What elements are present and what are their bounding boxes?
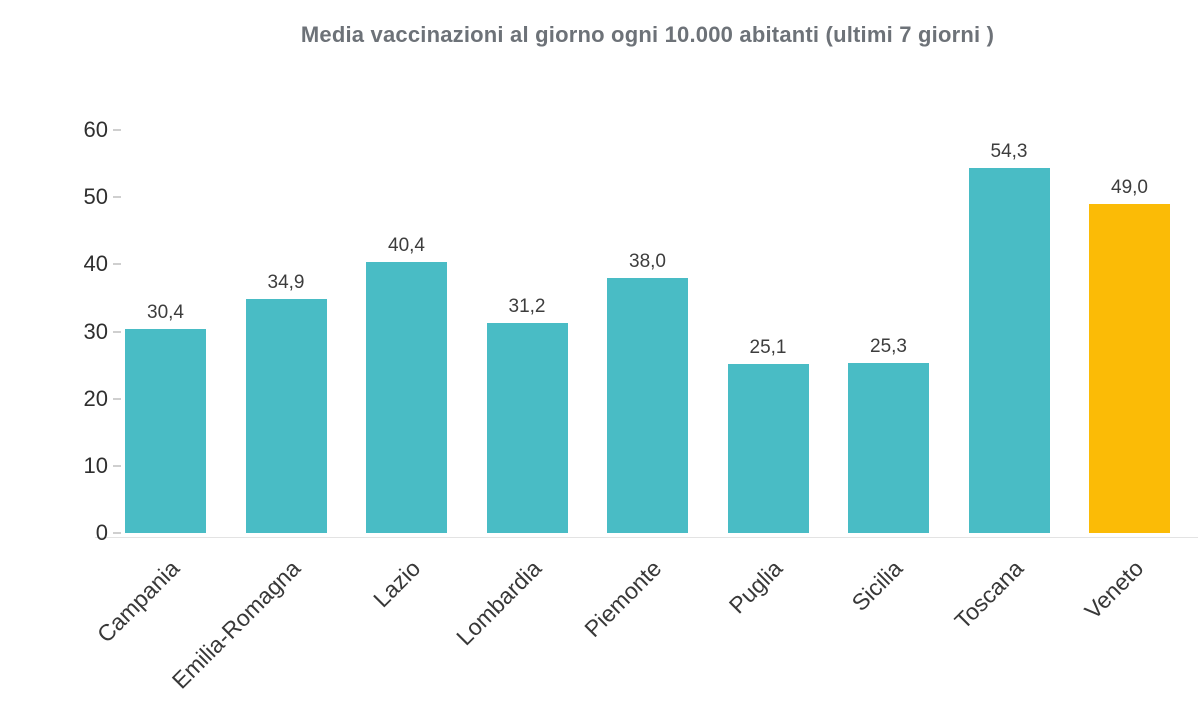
chart-title: Media vaccinazioni al giorno ogni 10.000…	[300, 22, 995, 47]
y-tick-mark	[113, 196, 121, 199]
y-tick-mark	[113, 330, 121, 333]
x-axis-label: Toscana	[948, 555, 1028, 634]
y-tick-label: 40	[83, 251, 108, 277]
plot-area: 30,4 34,9 40,4 31,2 38,0 25,1 25,3 54,3 49,0 0 10…	[84, 119, 1198, 544]
x-axis-label: Emilia-Romagna	[166, 555, 305, 694]
bars: 30,4 34,9 40,4 31,2 38,0 25,1 25,3 54,3 49,0	[125, 130, 1170, 533]
x-axis: Campania Emilia-Romagna Lazio Lombardia Piem…	[0, 555, 1202, 725]
x-axis-label: Lombardia	[450, 555, 546, 651]
x-axis-line	[95, 537, 1198, 538]
x-axis-label: Puglia	[723, 555, 787, 619]
bar-value-label: 40,4	[388, 234, 425, 256]
y-tick-label: 0	[95, 520, 108, 545]
x-axis-label: Campania	[91, 555, 184, 648]
bar-value-label: 49,0	[1111, 176, 1148, 198]
bar-column: 49,0	[1089, 130, 1170, 533]
bar-campania	[125, 328, 206, 533]
y-tick-mark	[113, 464, 121, 467]
bar-value-label: 25,1	[749, 337, 787, 359]
y-tick-label: 60	[83, 117, 108, 142]
bar-value-label: 30,4	[147, 301, 184, 323]
bar-veneto	[1089, 203, 1170, 533]
y-tick-label: 30	[83, 318, 108, 344]
bar-value-label: 54,3	[990, 141, 1028, 163]
bar-column: 54,3	[968, 130, 1050, 533]
x-axis-label: Sicilia	[846, 555, 907, 616]
bar-column: 34,9	[245, 130, 327, 533]
y-tick-mark	[113, 129, 121, 131]
bar-lazio	[366, 261, 447, 533]
x-axis-label: Piemonte	[578, 555, 666, 643]
bar-column: 38,0	[607, 130, 688, 533]
bar-value-label: 38,0	[629, 250, 666, 272]
bar-column: 30,4	[125, 130, 206, 533]
bar-value-label: 25,3	[870, 336, 907, 358]
bar-sicilia	[848, 363, 929, 533]
y-tick-label: 50	[83, 184, 108, 210]
bar-column: 31,2	[486, 130, 568, 533]
bar-piemonte	[607, 277, 688, 533]
bar-column: 40,4	[366, 130, 447, 533]
x-axis-label: Veneto	[1078, 555, 1148, 625]
bar-emilia-romagna	[245, 298, 327, 533]
y-tick-mark	[113, 397, 121, 400]
y-tick-mark	[113, 532, 121, 534]
x-axis-label: Lazio	[367, 555, 425, 613]
y-tick-label: 20	[83, 385, 108, 411]
y-tick-mark	[113, 263, 121, 266]
bar-value-label: 34,9	[267, 271, 305, 293]
y-tick-label: 10	[83, 452, 108, 478]
bar-lombardia	[486, 323, 568, 533]
bar-puglia	[727, 364, 809, 533]
bar-value-label: 31,2	[508, 296, 546, 318]
bar-column: 25,1	[727, 130, 809, 533]
bar-toscana	[968, 168, 1050, 533]
bar-column: 25,3	[848, 130, 929, 533]
